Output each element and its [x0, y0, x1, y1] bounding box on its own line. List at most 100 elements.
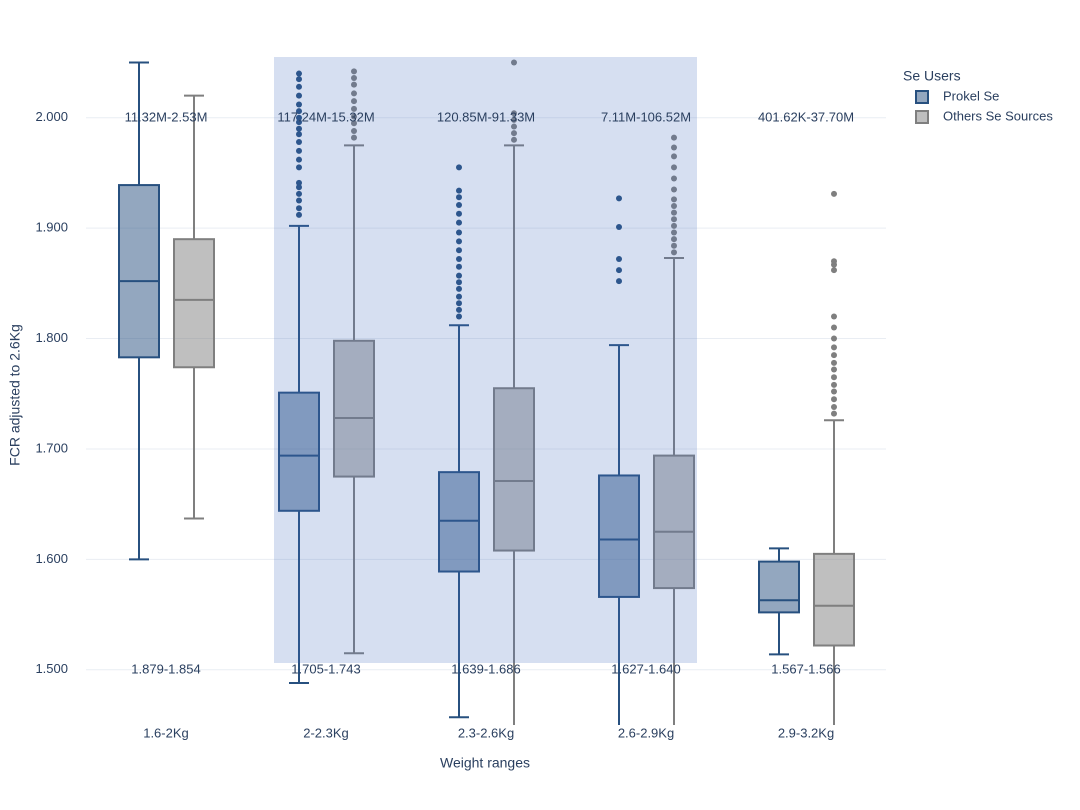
outlier [831, 258, 837, 265]
outlier [671, 249, 677, 256]
y-tick-label: 1.700 [35, 440, 68, 455]
outlier [296, 205, 302, 212]
outlier [831, 344, 837, 351]
outlier [671, 175, 677, 182]
outlier [831, 359, 837, 366]
outlier [616, 267, 622, 274]
y-tick-label: 1.900 [35, 220, 68, 235]
y-tick-label: 1.600 [35, 551, 68, 566]
mean-label: 1.879-1.854 [131, 661, 200, 676]
box [118, 184, 160, 359]
y-tick-label: 2.000 [35, 109, 68, 124]
box [758, 560, 800, 614]
outlier [351, 120, 357, 127]
legend-swatch [915, 110, 929, 124]
outlier [456, 300, 462, 307]
x-tick-label: 1.6-2Kg [143, 725, 189, 740]
outlier [511, 59, 517, 66]
x-tick-label: 2.6-2.9Kg [618, 725, 674, 740]
x-tick-label: 2.3-2.6Kg [458, 725, 514, 740]
outlier [831, 335, 837, 342]
outlier [351, 74, 357, 81]
outlier [456, 187, 462, 194]
outlier [511, 130, 517, 137]
y-tick-label: 1.800 [35, 330, 68, 345]
outlier [456, 194, 462, 201]
outlier [456, 201, 462, 208]
highlight-region [274, 57, 697, 663]
outlier [296, 108, 302, 115]
outlier [671, 229, 677, 236]
legend-title: Se Users [903, 68, 961, 84]
outlier [671, 144, 677, 151]
outlier [671, 196, 677, 203]
outlier [296, 147, 302, 154]
outlier [351, 98, 357, 105]
outlier [296, 83, 302, 90]
outlier [296, 184, 302, 191]
outlier [456, 263, 462, 270]
outlier [296, 179, 302, 186]
count-label: 120.85M-91.33M [437, 109, 535, 124]
mean-label: 1.705-1.743 [291, 661, 360, 676]
x-tick-label: 2-2.3Kg [303, 725, 349, 740]
box [438, 471, 480, 573]
outlier [671, 242, 677, 249]
outlier [671, 216, 677, 223]
outlier [831, 190, 837, 197]
outlier [831, 410, 837, 417]
outlier [456, 164, 462, 171]
y-tick-label: 1.500 [35, 661, 68, 676]
outlier [456, 306, 462, 313]
outlier [616, 256, 622, 263]
count-label: 7.11M-106.52M [601, 109, 691, 124]
outlier [831, 388, 837, 395]
outlier [671, 236, 677, 243]
count-label: 401.62K-37.70M [758, 109, 854, 124]
outlier [296, 92, 302, 99]
outlier [456, 256, 462, 263]
outlier [671, 134, 677, 141]
outlier [456, 219, 462, 226]
mean-label: 1.567-1.566 [771, 661, 840, 676]
x-tick-label: 2.9-3.2Kg [778, 725, 834, 740]
x-axis-title: Weight ranges [440, 755, 530, 771]
outlier [456, 238, 462, 245]
outlier [296, 131, 302, 138]
count-label: 117.24M-15.32M [277, 109, 374, 124]
legend-swatch [915, 90, 929, 104]
outlier [831, 313, 837, 320]
box [813, 552, 855, 647]
outlier [831, 267, 837, 274]
outlier [351, 113, 357, 120]
outlier [511, 110, 517, 117]
outlier [616, 195, 622, 202]
outlier [351, 134, 357, 141]
outlier [511, 136, 517, 143]
outlier [671, 203, 677, 210]
outlier [296, 139, 302, 146]
outlier [456, 313, 462, 320]
outlier [616, 224, 622, 231]
outlier [671, 153, 677, 160]
outlier [671, 186, 677, 193]
outlier [831, 381, 837, 388]
outlier [831, 374, 837, 381]
outlier [456, 285, 462, 292]
box [653, 454, 695, 590]
outlier [671, 222, 677, 229]
box [598, 474, 640, 598]
outlier [831, 324, 837, 331]
outlier [831, 352, 837, 359]
box [493, 387, 535, 552]
outlier [351, 90, 357, 97]
outlier [296, 197, 302, 204]
box [278, 391, 320, 512]
outlier [671, 209, 677, 216]
outlier [831, 396, 837, 403]
outlier [296, 70, 302, 77]
box [173, 238, 215, 369]
mean-label: 1.627-1.640 [611, 661, 680, 676]
